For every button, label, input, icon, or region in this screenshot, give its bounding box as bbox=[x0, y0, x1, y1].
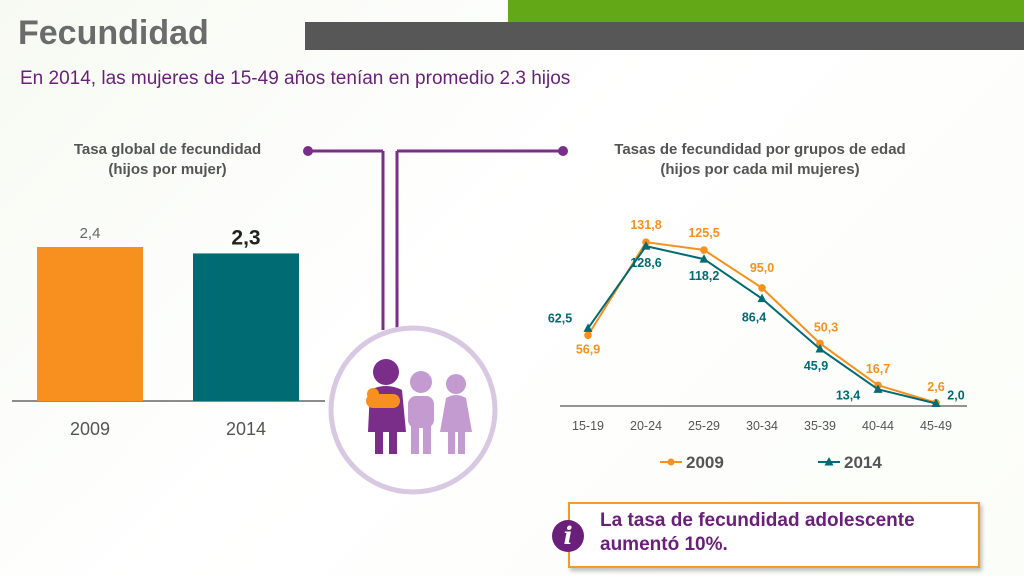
bar-category-label-2014: 2014 bbox=[226, 419, 266, 439]
point-2014-25-29 bbox=[699, 254, 709, 263]
legend-label-2014: 2014 bbox=[844, 453, 882, 472]
point-2014-15-19 bbox=[583, 323, 593, 332]
line-chart: 15-19 20-24 25-29 30-34 35-39 40-44 45-49 56,9 1… bbox=[548, 218, 967, 472]
bar-chart-title-line-2: (hijos por mujer) bbox=[108, 161, 227, 178]
info-box bbox=[568, 502, 980, 568]
data-label-2009-15-19: 56,9 bbox=[576, 342, 600, 356]
data-label-2014-15-19: 62,5 bbox=[548, 311, 572, 325]
x-tick-label-45-49: 45-49 bbox=[920, 419, 952, 433]
data-label-2014-20-24: 128,6 bbox=[630, 256, 661, 270]
top-dark-bar bbox=[305, 22, 1024, 50]
data-label-2009-30-34: 95,0 bbox=[750, 261, 774, 275]
point-2014-35-39 bbox=[815, 343, 825, 353]
data-label-2009-40-44: 16,7 bbox=[866, 362, 890, 376]
page-title: Fecundidad bbox=[18, 14, 209, 52]
line-chart-title-line-2: (hijos por cada mil mujeres) bbox=[660, 161, 860, 178]
x-tick-label-20-24: 20-24 bbox=[630, 419, 662, 433]
point-2009-25-29 bbox=[700, 246, 708, 254]
x-tick-label-15-19: 15-19 bbox=[572, 419, 604, 433]
data-label-2009-35-39: 50,3 bbox=[814, 320, 838, 334]
line-chart-title: Tasas de fecundidad por grupos de edad (… bbox=[560, 140, 960, 180]
bar-chart: 2,4 2009 2,3 2014 bbox=[12, 225, 325, 439]
bar-2014 bbox=[193, 253, 299, 401]
x-tick-label-30-34: 30-34 bbox=[746, 419, 778, 433]
info-icon: i bbox=[552, 520, 584, 552]
legend-label-2009: 2009 bbox=[686, 453, 724, 472]
data-label-2009-20-24: 131,8 bbox=[630, 218, 661, 232]
data-label-2009-45-49: 2,6 bbox=[927, 380, 944, 394]
bar-2009 bbox=[37, 247, 143, 401]
data-label-2009-25-29: 125,5 bbox=[688, 226, 719, 240]
family-icon bbox=[328, 325, 498, 495]
connector-dot-right bbox=[558, 146, 568, 156]
legend-marker-2014 bbox=[824, 457, 834, 466]
bar-category-label-2009: 2009 bbox=[70, 419, 110, 439]
bar-chart-title: Tasa global de fecundidad (hijos por muj… bbox=[30, 140, 305, 180]
x-tick-label-35-39: 35-39 bbox=[804, 419, 836, 433]
bar-value-label-2014: 2,3 bbox=[231, 226, 260, 249]
data-label-2014-30-34: 86,4 bbox=[742, 311, 766, 325]
bar-chart-title-line-1: Tasa global de fecundidad bbox=[73, 141, 262, 158]
point-2014-20-24 bbox=[641, 241, 651, 250]
line-chart-title-line-1: Tasas de fecundidad por grupos de edad bbox=[614, 141, 906, 158]
point-2014-40-44 bbox=[873, 384, 883, 393]
x-tick-label-40-44: 40-44 bbox=[862, 419, 894, 433]
x-tick-label-25-29: 25-29 bbox=[688, 419, 720, 433]
info-text: La tasa de fecundidad adolescente aument… bbox=[600, 510, 915, 555]
data-label-2014-25-29: 118,2 bbox=[689, 269, 720, 283]
point-2009-15-19 bbox=[584, 331, 592, 340]
point-2014-30-34 bbox=[757, 293, 767, 303]
data-label-2014-35-39: 45,9 bbox=[804, 359, 828, 373]
legend-marker-2009 bbox=[667, 458, 675, 466]
connector-lines bbox=[308, 149, 563, 330]
top-green-bar bbox=[508, 0, 1024, 22]
point-2009-30-34 bbox=[758, 284, 766, 292]
point-2014-45-49 bbox=[931, 398, 941, 408]
data-label-2014-45-49: 2,0 bbox=[947, 389, 964, 403]
page-subtitle: En 2014, las mujeres de 15-49 años tenía… bbox=[20, 68, 571, 89]
point-2009-35-39 bbox=[816, 339, 824, 348]
connector-dot-left bbox=[303, 146, 313, 156]
data-label-2014-40-44: 13,4 bbox=[836, 388, 860, 402]
bar-value-label-2009: 2,4 bbox=[80, 225, 101, 242]
